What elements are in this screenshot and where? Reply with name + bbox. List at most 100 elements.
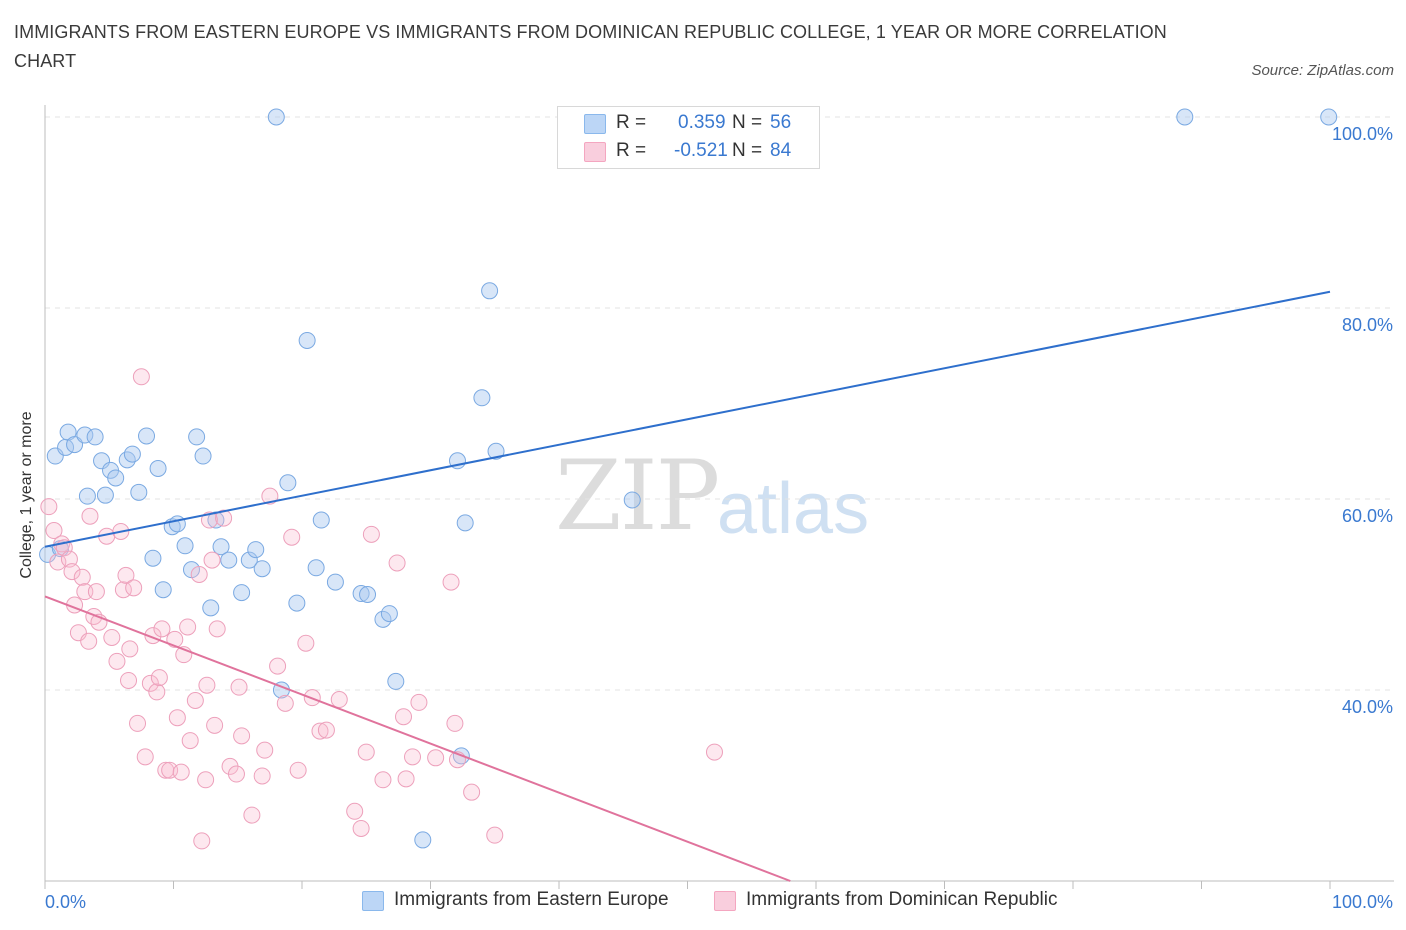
point-dominican-republic [410,693,428,711]
legend-r-label: R = [616,112,647,133]
point-dominican-republic [374,771,392,789]
point-eastern-europe [1320,108,1338,126]
point-dominican-republic [181,732,199,750]
chart-title: IMMIGRANTS FROM EASTERN EUROPE VS IMMIGR… [14,22,1167,71]
point-eastern-europe [414,831,432,849]
legend-r-value: -0.521 [674,140,728,161]
point-dominican-republic [227,765,245,783]
point-dominican-republic [276,694,294,712]
point-dominican-republic [40,498,58,516]
point-dominican-republic [208,620,226,638]
point-dominican-republic [150,669,168,687]
point-dominican-republic [60,550,78,568]
point-dominican-republic [193,832,211,850]
point-eastern-europe [267,108,285,126]
watermark-zip: ZIP [555,440,720,552]
point-eastern-europe [253,560,271,578]
point-dominican-republic [117,566,135,584]
point-eastern-europe [168,515,186,533]
point-eastern-europe [247,541,265,559]
point-dominican-republic [179,618,197,636]
point-eastern-europe [623,491,641,509]
point-dominican-republic [388,554,406,572]
x-tick-label: 0.0% [45,892,86,912]
correlation-legend: R = 0.359 N = 56 R = -0.521 N = 84 [557,106,820,169]
legend-swatch-blue [584,114,606,134]
point-eastern-europe [78,487,96,505]
legend-swatch-pink [584,142,606,162]
y-tick-label: 100.0% [1332,124,1393,144]
point-dominican-republic [317,721,335,739]
point-dominican-republic [463,783,481,801]
point-eastern-europe [107,469,125,487]
point-eastern-europe [176,537,194,555]
point-eastern-europe [144,549,162,567]
point-dominican-republic [261,487,279,505]
point-eastern-europe [96,486,114,504]
trendline-dominican-republic [44,595,791,882]
point-dominican-republic [230,678,248,696]
point-dominican-republic [200,511,218,529]
source-label: Source: ZipAtlas.com [1251,62,1394,79]
point-dominican-republic [103,628,121,646]
point-dominican-republic [141,674,159,692]
point-eastern-europe [220,551,238,569]
point-dominican-republic [125,579,143,597]
watermark-atlas: atlas [717,469,870,549]
point-eastern-europe [138,427,156,445]
point-eastern-europe [487,442,505,460]
point-dominican-republic [129,714,147,732]
point-dominican-republic [215,509,233,527]
bottom-legend-label: Immigrants from Dominican Republic [746,889,1058,910]
point-dominican-republic [172,763,190,781]
point-dominican-republic [63,563,81,581]
bottom-legend-swatch-pink [714,891,736,911]
point-dominican-republic [76,583,94,601]
point-dominican-republic [256,741,274,759]
point-eastern-europe [233,584,251,602]
point-eastern-europe [481,282,499,300]
bottom-legend-swatch-blue [362,891,384,911]
y-tick-label: 80.0% [1342,315,1393,335]
point-dominican-republic [148,683,166,701]
legend-r-value: 0.359 [678,112,726,133]
point-dominican-republic [397,770,415,788]
point-eastern-europe [212,538,230,556]
point-eastern-europe [188,428,206,446]
point-dominican-republic [73,568,91,586]
point-eastern-europe [307,559,325,577]
point-eastern-europe [123,445,141,463]
point-dominican-republic [357,743,375,761]
legend-n-label: N = [732,140,763,161]
point-eastern-europe [456,514,474,532]
point-eastern-europe [202,599,220,617]
legend-n-value: 84 [770,140,792,161]
point-dominican-republic [153,620,171,638]
legend-r-label: R = [616,140,647,161]
point-dominican-republic [330,691,348,709]
legend-n-value: 56 [770,112,792,133]
point-dominican-republic [87,583,105,601]
point-eastern-europe [86,428,104,446]
point-dominican-republic [121,640,139,658]
point-dominican-republic [346,802,364,820]
point-eastern-europe [298,331,316,349]
point-eastern-europe [240,551,258,569]
point-eastern-europe [387,672,405,690]
point-dominican-republic [705,743,723,761]
point-dominican-republic [486,826,504,844]
point-dominican-republic [311,722,329,740]
legend-n-label: N = [732,112,763,133]
y-tick-label: 60.0% [1342,506,1393,526]
point-dominican-republic [168,709,186,727]
point-dominican-republic [446,714,464,732]
point-eastern-europe [359,586,377,603]
bottom-legend-label: Immigrants from Eastern Europe [394,889,669,910]
point-eastern-europe [154,581,172,599]
point-dominican-republic [186,692,204,710]
point-dominican-republic [442,573,460,591]
point-eastern-europe [194,447,212,465]
point-eastern-europe [473,389,491,407]
point-dominican-republic [206,716,224,734]
